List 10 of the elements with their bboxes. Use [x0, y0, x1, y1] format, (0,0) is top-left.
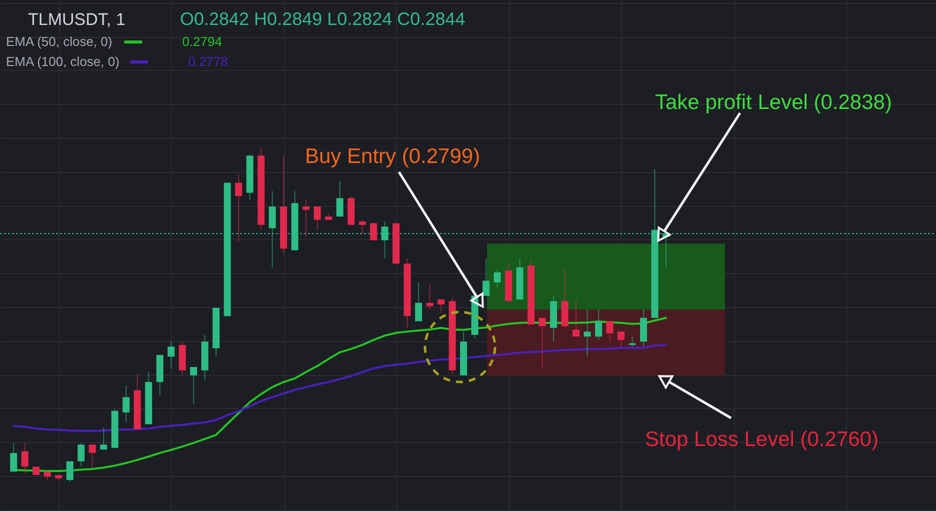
text: Take profit Level (0.2838)	[655, 91, 892, 114]
chart-subtitle: O0.2842 H0.2849 L0.2824 C0.2844	[180, 9, 466, 29]
legend-label: EMA (50, close, 0)	[6, 34, 112, 49]
annotation: Stop Loss Level (0.2760)	[645, 428, 878, 451]
chart-title: TLMUSDT, 1	[28, 10, 126, 29]
annotation: Buy Entry (0.2799)	[305, 145, 480, 168]
legend-label: EMA (100, close, 0)	[6, 54, 120, 69]
text: 0.2794	[182, 34, 222, 49]
text: 0.2778	[188, 54, 228, 69]
candlestick	[370, 222, 378, 241]
